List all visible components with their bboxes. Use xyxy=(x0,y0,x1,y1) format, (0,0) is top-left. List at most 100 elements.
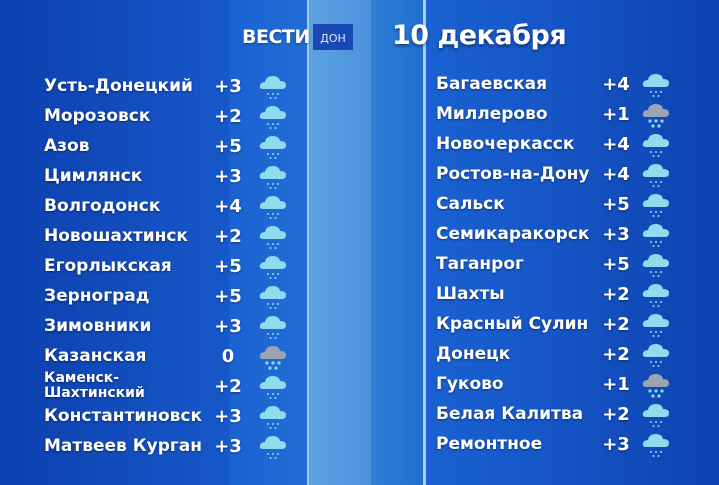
city-row: Таганрог +5 xyxy=(436,249,719,279)
rain-icon xyxy=(258,162,288,190)
city-name: Зимовники xyxy=(44,316,152,336)
city-row: Азов +5 xyxy=(44,131,344,161)
city-name: Каменск-Шахтинский xyxy=(44,370,145,401)
city-name: Зерноград xyxy=(44,286,150,306)
temperature: +3 xyxy=(214,165,242,187)
city-name: Цимлянск xyxy=(44,166,143,186)
temperature: +2 xyxy=(602,343,630,365)
rain-icon xyxy=(258,222,288,250)
city-row: Новочеркасск +4 xyxy=(436,129,719,159)
rain-icon xyxy=(641,220,671,248)
temperature: +5 xyxy=(602,193,630,215)
city-row: Ростов-на-Дону +4 xyxy=(436,159,719,189)
vesti-logo: ВЕСТИ xyxy=(242,26,310,48)
rain-icon xyxy=(641,310,671,338)
temperature: +3 xyxy=(214,435,242,457)
city-name: Донецк xyxy=(436,344,511,364)
temperature: +1 xyxy=(602,373,630,395)
city-row: Цимлянск +3 xyxy=(44,161,344,191)
city-row: Шахты +2 xyxy=(436,279,719,309)
city-row: Егорлыкская +5 xyxy=(44,251,344,281)
city-name: Ремонтное xyxy=(436,434,543,454)
city-name: Новочеркасск xyxy=(436,134,575,154)
rain-icon xyxy=(258,282,288,310)
city-row: Каменск-Шахтинский +2 xyxy=(44,371,344,401)
city-name: Азов xyxy=(44,136,90,156)
rain-icon xyxy=(258,432,288,460)
temperature: +3 xyxy=(214,405,242,427)
rain-icon xyxy=(258,192,288,220)
rain-icon xyxy=(258,372,288,400)
city-name: Багаевская xyxy=(436,74,548,94)
city-row: Красный Сулин +2 xyxy=(436,309,719,339)
city-name: Матвеев Курган xyxy=(44,436,202,456)
city-row: Донецк +2 xyxy=(436,339,719,369)
city-name: Белая Калитва xyxy=(436,404,584,424)
temperature: +2 xyxy=(602,313,630,335)
city-name: Усть-Донецкий xyxy=(44,76,193,96)
city-name: Красный Сулин xyxy=(436,314,589,334)
city-row: Усть-Донецкий +3 xyxy=(44,71,344,101)
city-row: Зимовники +3 xyxy=(44,311,344,341)
rain-icon xyxy=(258,402,288,430)
city-name: Гуково xyxy=(436,374,504,394)
rain-icon xyxy=(258,102,288,130)
city-row: Новошахтинск +2 xyxy=(44,221,344,251)
temperature: +4 xyxy=(602,73,630,95)
city-name: Казанская xyxy=(44,346,147,366)
city-row: Константиновск +3 xyxy=(44,401,344,431)
rain-icon xyxy=(641,280,671,308)
sleet-icon xyxy=(258,342,288,370)
rain-icon xyxy=(641,250,671,278)
rain-icon xyxy=(258,312,288,340)
temperature: +2 xyxy=(214,375,242,397)
temperature: +4 xyxy=(602,133,630,155)
background-stripe xyxy=(307,0,309,485)
temperature: +3 xyxy=(214,315,242,337)
city-row: Казанская 0 xyxy=(44,341,344,371)
temperature: +3 xyxy=(214,75,242,97)
city-name: Морозовск xyxy=(44,106,151,126)
forecast-date: 10 декабря xyxy=(392,20,567,51)
rain-icon xyxy=(641,400,671,428)
city-name: Миллерово xyxy=(436,104,548,124)
temperature: +4 xyxy=(602,163,630,185)
rain-icon xyxy=(258,132,288,160)
city-name: Новошахтинск xyxy=(44,226,188,246)
rain-icon xyxy=(641,130,671,158)
temperature: +5 xyxy=(602,253,630,275)
temperature: +3 xyxy=(602,433,630,455)
city-row: Семикаракорск +3 xyxy=(436,219,719,249)
rain-icon xyxy=(641,340,671,368)
temperature: +3 xyxy=(602,223,630,245)
city-row: Белая Калитва +2 xyxy=(436,399,719,429)
temperature: +2 xyxy=(602,283,630,305)
city-name: Сальск xyxy=(436,194,505,214)
rain-icon xyxy=(641,70,671,98)
city-name: Ростов-на-Дону xyxy=(436,164,590,184)
temperature: 0 xyxy=(221,345,235,367)
city-row: Морозовск +2 xyxy=(44,101,344,131)
city-row: Гуково +1 xyxy=(436,369,719,399)
rain-icon xyxy=(258,252,288,280)
city-row: Ремонтное +3 xyxy=(436,429,719,459)
temperature: +2 xyxy=(214,225,242,247)
temperature: +5 xyxy=(214,135,242,157)
temperature: +2 xyxy=(214,105,242,127)
rain-icon xyxy=(258,72,288,100)
city-row: Волгодонск +4 xyxy=(44,191,344,221)
temperature: +4 xyxy=(214,195,242,217)
city-row: Матвеев Курган +3 xyxy=(44,431,344,461)
background-stripe xyxy=(309,0,371,485)
sleet-icon xyxy=(641,370,671,398)
rain-icon xyxy=(641,430,671,458)
city-name: Волгодонск xyxy=(44,196,161,216)
temperature: +2 xyxy=(602,403,630,425)
city-name: Семикаракорск xyxy=(436,224,590,244)
city-name: Таганрог xyxy=(436,254,524,274)
city-name: Егорлыкская xyxy=(44,256,172,276)
temperature: +1 xyxy=(602,103,630,125)
background-stripe xyxy=(423,0,426,485)
city-name: Константиновск xyxy=(44,406,203,426)
city-row: Миллерово +1 xyxy=(436,99,719,129)
